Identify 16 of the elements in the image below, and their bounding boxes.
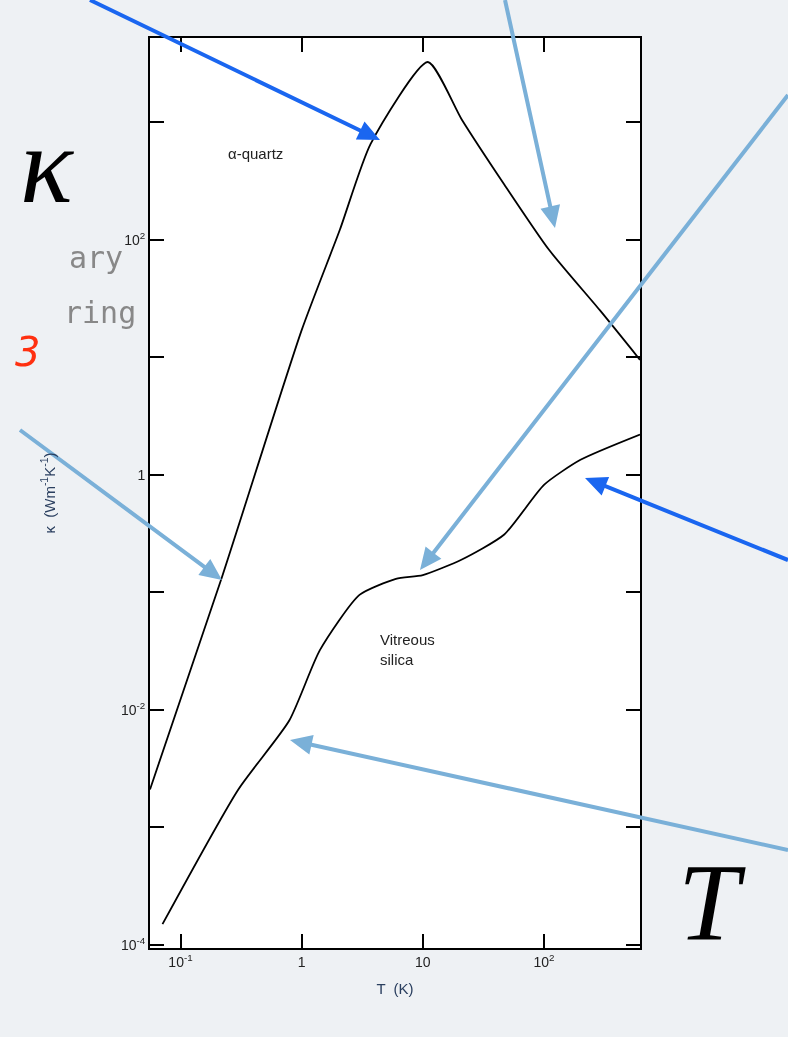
annotation: Vitreous silica: [380, 631, 435, 668]
y-tick-label: 1: [137, 466, 146, 483]
annotation: α-quartz: [228, 145, 284, 162]
text: 3: [15, 329, 41, 375]
text: κ: [20, 104, 74, 226]
text: ary: [69, 240, 124, 275]
x-tick-label: 10$^{-1}$: [168, 951, 193, 970]
x-tick-label: 1: [297, 953, 306, 970]
x-tick-label: 10: [415, 953, 431, 970]
y-tick-label: 10$^{2}$: [124, 229, 146, 248]
text: ring: [64, 295, 137, 330]
y-tick-label: 10$^{-2}$: [120, 699, 146, 718]
text: T: [678, 842, 746, 964]
x-tick-label: 10$^{2}$: [533, 951, 555, 970]
y-tick-label: 10$^{-4}$: [120, 934, 146, 953]
x-axis-title: T (K): [376, 980, 414, 998]
